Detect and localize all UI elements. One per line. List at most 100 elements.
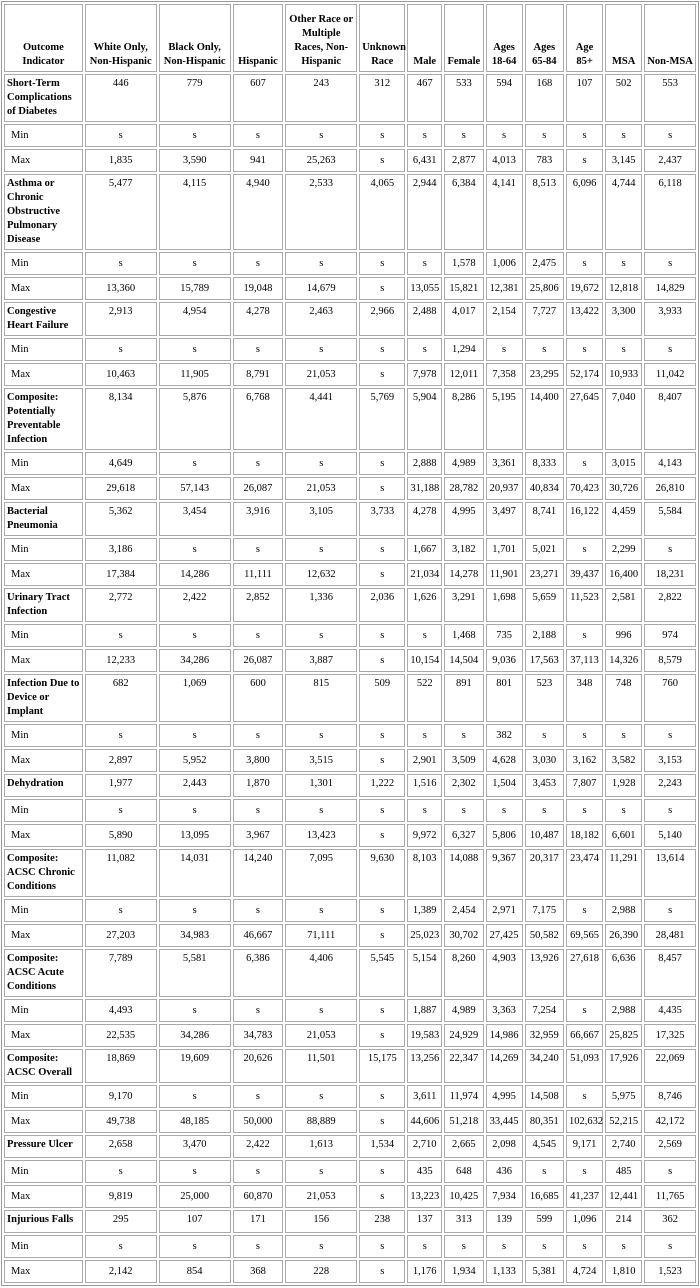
cell: 6,327	[444, 824, 484, 847]
cell: 3,733	[359, 502, 406, 536]
cell: 13,926	[524, 949, 564, 997]
cell: 2,443	[158, 774, 231, 797]
cell: 8,407	[644, 388, 696, 450]
cell: 11,905	[158, 363, 231, 386]
column-header: Unknown Race	[359, 4, 406, 72]
cell: s	[359, 563, 406, 586]
cell: 32,959	[524, 1024, 564, 1047]
cell: 14,031	[158, 849, 231, 897]
cell: 60,870	[232, 1185, 284, 1208]
indicator-row: Composite: ACSC Overall 18,869 19,609 20,62…	[4, 1049, 696, 1083]
cell: 7,175	[524, 899, 564, 922]
cell: s	[84, 724, 157, 747]
cell: 553	[644, 74, 696, 122]
stat-label: Max	[4, 749, 83, 772]
stat-label: Min	[4, 1085, 83, 1108]
cell: s	[158, 1235, 231, 1258]
cell: s	[644, 338, 696, 361]
cell: 4,115	[158, 174, 231, 250]
cell: 20,937	[485, 477, 523, 500]
cell: 34,783	[232, 1024, 284, 1047]
cell: 2,302	[444, 774, 484, 797]
cell: 44,606	[407, 1110, 443, 1133]
cell: 15,821	[444, 277, 484, 300]
stat-label: Max	[4, 363, 83, 386]
indicator-label: Composite: ACSC Acute Conditions	[4, 949, 83, 997]
cell: s	[359, 124, 406, 147]
cell: 11,765	[644, 1185, 696, 1208]
cell: 1,701	[485, 538, 523, 561]
cell: 11,111	[232, 563, 284, 586]
cell: s	[524, 1160, 564, 1183]
cell: 1,667	[407, 538, 443, 561]
cell: 8,741	[524, 502, 564, 536]
cell: s	[285, 1160, 358, 1183]
cell: 2,665	[444, 1135, 484, 1158]
cell: s	[359, 899, 406, 922]
stat-row: Min 4,649 s s s s 2,888 4,989 3,361 8,333 s 3,015 4,…	[4, 452, 696, 475]
cell: 502	[605, 74, 643, 122]
cell: 7,358	[485, 363, 523, 386]
cell: 34,286	[158, 649, 231, 672]
cell: 1,835	[84, 149, 157, 172]
cell: 5,021	[524, 538, 564, 561]
stat-row: Max 13,360 15,789 19,048 14,679 s 13,055 15,821…	[4, 277, 696, 300]
cell: 682	[84, 674, 157, 722]
column-header: White Only, Non-Hispanic	[84, 4, 157, 72]
cell: s	[485, 1235, 523, 1258]
cell: 8,286	[444, 388, 484, 450]
cell: 26,087	[232, 649, 284, 672]
cell: 7,789	[84, 949, 157, 997]
cell: 28,782	[444, 477, 484, 500]
cell: 2,437	[644, 149, 696, 172]
cell: 42,172	[644, 1110, 696, 1133]
cell: s	[232, 1160, 284, 1183]
cell: 7,727	[524, 302, 564, 336]
cell: s	[359, 252, 406, 275]
cell: s	[359, 363, 406, 386]
cell: s	[232, 999, 284, 1022]
cell: 13,422	[566, 302, 604, 336]
stat-label: Max	[4, 1110, 83, 1133]
cell: 599	[524, 1210, 564, 1233]
cell: 14,508	[524, 1085, 564, 1108]
cell: 2,966	[359, 302, 406, 336]
stat-label: Max	[4, 924, 83, 947]
stat-row: Min 4,493 s s s s 1,887 4,989 3,363 7,254 s 2,988 4,…	[4, 999, 696, 1022]
cell: 8,134	[84, 388, 157, 450]
cell: 1,504	[485, 774, 523, 797]
cell: 6,384	[444, 174, 484, 250]
cell: 21,053	[285, 477, 358, 500]
cell: s	[644, 1160, 696, 1183]
cell: s	[524, 338, 564, 361]
cell: s	[84, 1160, 157, 1183]
cell: 368	[232, 1260, 284, 1283]
cell: s	[158, 538, 231, 561]
cell: 4,459	[605, 502, 643, 536]
cell: 12,233	[84, 649, 157, 672]
cell: 19,609	[158, 1049, 231, 1083]
cell: 974	[644, 624, 696, 647]
cell: 5,140	[644, 824, 696, 847]
cell: 14,240	[232, 849, 284, 897]
cell: 3,454	[158, 502, 231, 536]
cell: 5,381	[524, 1260, 564, 1283]
stat-label: Min	[4, 999, 83, 1022]
cell: 5,890	[84, 824, 157, 847]
cell: 2,888	[407, 452, 443, 475]
cell: 14,286	[158, 563, 231, 586]
cell: s	[359, 624, 406, 647]
cell: 4,954	[158, 302, 231, 336]
cell: 6,096	[566, 174, 604, 250]
cell: s	[644, 1235, 696, 1258]
cell: s	[158, 252, 231, 275]
cell: 9,367	[485, 849, 523, 897]
cell: 5,876	[158, 388, 231, 450]
cell: 2,897	[84, 749, 157, 772]
stat-row: Max 49,738 48,185 50,000 88,889 s 44,606 51,218…	[4, 1110, 696, 1133]
cell: 16,685	[524, 1185, 564, 1208]
cell: 5,545	[359, 949, 406, 997]
cell: s	[285, 1235, 358, 1258]
cell: 1,389	[407, 899, 443, 922]
cell: 7,254	[524, 999, 564, 1022]
